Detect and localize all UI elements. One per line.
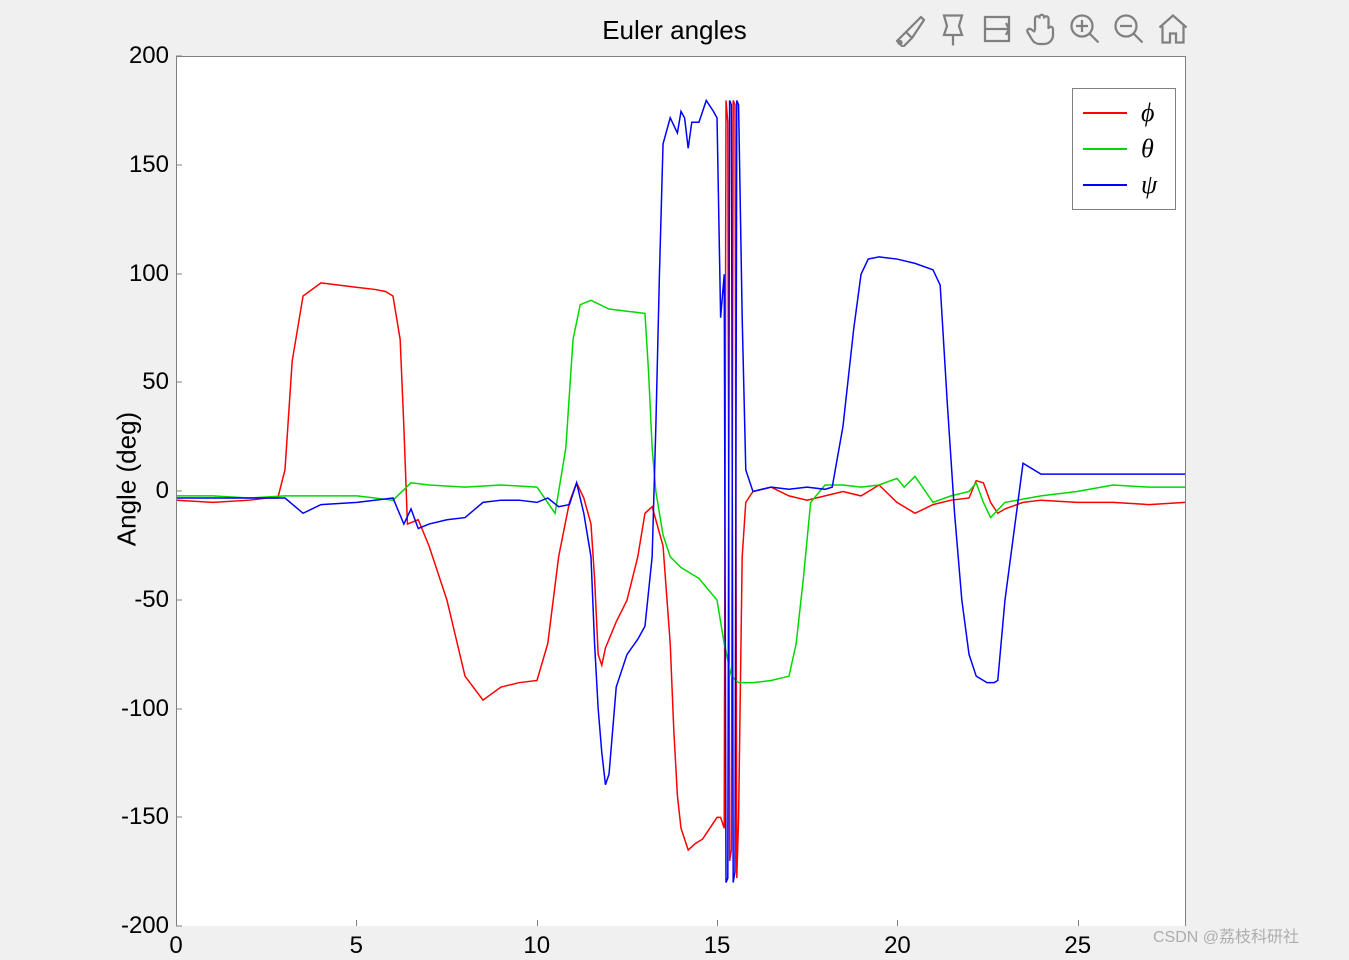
x-tick-label: 15: [704, 932, 731, 960]
legend-label: θ: [1141, 134, 1165, 164]
watermark: CSDN @荔枝科研社: [1153, 923, 1299, 947]
x-tick-label: 5: [350, 932, 363, 960]
legend-color-swatch: [1083, 148, 1127, 150]
legend[interactable]: ϕθψ: [1072, 88, 1176, 210]
y-tick-label: -50: [89, 586, 169, 614]
rotate-icon[interactable]: [976, 8, 1018, 50]
series-phi: [177, 100, 1185, 878]
y-tick-mark: [176, 491, 182, 492]
figure-window: Euler angles Angle (deg) ϕθψ CSDN @荔枝科研社: [0, 0, 1349, 957]
legend-color-swatch: [1083, 112, 1127, 114]
legend-item[interactable]: ψ: [1083, 167, 1165, 203]
figure-toolbar: [888, 8, 1194, 50]
y-tick-mark: [176, 817, 182, 818]
x-tick-label: 20: [884, 932, 911, 960]
x-tick-mark: [176, 920, 177, 926]
zoom-out-icon[interactable]: [1108, 8, 1150, 50]
y-tick-label: 50: [89, 368, 169, 396]
y-tick-mark: [176, 164, 182, 165]
y-tick-label: -100: [89, 695, 169, 723]
y-tick-label: -200: [89, 912, 169, 940]
legend-color-swatch: [1083, 184, 1127, 186]
x-tick-label: 0: [169, 932, 182, 960]
legend-label: ϕ: [1141, 98, 1165, 128]
pin-icon[interactable]: [932, 8, 974, 50]
y-tick-mark: [176, 56, 182, 57]
y-tick-label: 0: [89, 477, 169, 505]
y-tick-label: 150: [89, 151, 169, 179]
y-tick-mark: [176, 273, 182, 274]
pan-icon[interactable]: [1020, 8, 1062, 50]
x-tick-label: 25: [1064, 932, 1091, 960]
legend-label: ψ: [1141, 170, 1165, 200]
zoom-in-icon[interactable]: [1064, 8, 1106, 50]
x-tick-mark: [356, 920, 357, 926]
x-tick-mark: [717, 920, 718, 926]
y-tick-label: 200: [89, 42, 169, 70]
y-tick-mark: [176, 708, 182, 709]
series-psi: [177, 100, 1185, 882]
legend-item[interactable]: θ: [1083, 131, 1165, 167]
x-tick-mark: [537, 920, 538, 926]
x-tick-mark: [1078, 920, 1079, 926]
series-theta: [177, 300, 1185, 682]
x-tick-label: 10: [523, 932, 550, 960]
y-tick-mark: [176, 599, 182, 600]
plot-svg: [177, 57, 1185, 926]
legend-item[interactable]: ϕ: [1083, 95, 1165, 131]
plot-area[interactable]: [176, 56, 1186, 926]
y-tick-label: -150: [89, 803, 169, 831]
brush-icon[interactable]: [888, 8, 930, 50]
y-tick-label: 100: [89, 260, 169, 288]
y-tick-mark: [176, 382, 182, 383]
home-icon[interactable]: [1152, 8, 1194, 50]
x-tick-mark: [897, 920, 898, 926]
